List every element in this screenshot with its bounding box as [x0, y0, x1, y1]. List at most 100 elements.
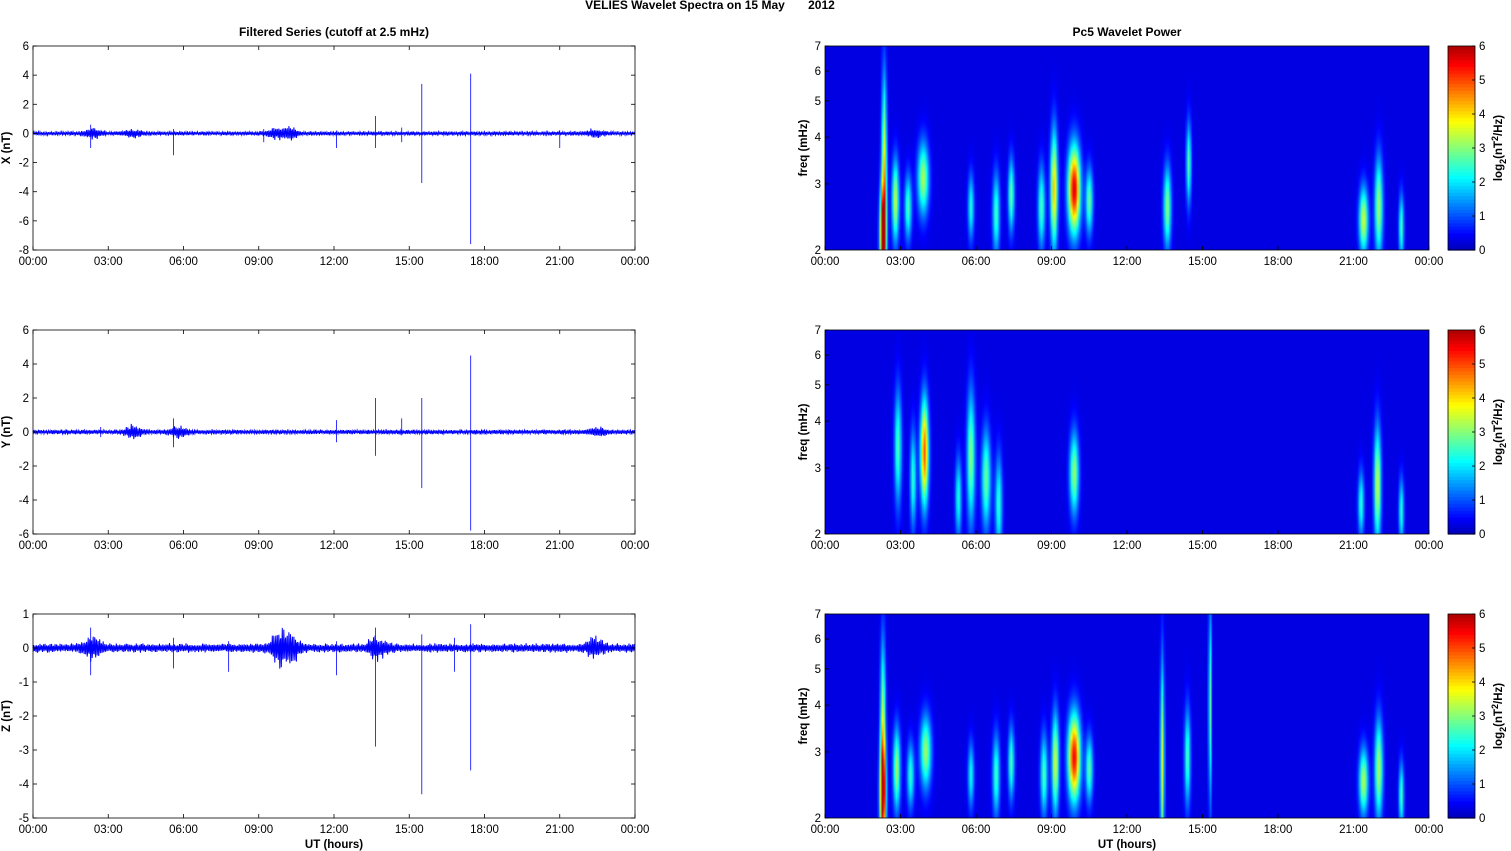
colorbar-segment [1448, 90, 1475, 95]
y-tick-label: 4 [23, 70, 30, 82]
y-tick-label: 2 [815, 245, 821, 257]
colorbar-segment [1448, 66, 1475, 71]
x-tick-label: 09:00 [1037, 256, 1066, 268]
y-tick-label: 6 [815, 634, 821, 646]
colorbar-label-part: /Hz) [1493, 399, 1505, 420]
x-tick-label: 00:00 [811, 540, 840, 552]
colorbar-label-part: log [1493, 448, 1505, 465]
colorbar-segment [1448, 462, 1475, 467]
colorbar-segment [1448, 517, 1475, 521]
colorbar-segment [1448, 175, 1475, 180]
colorbar-segment [1448, 695, 1475, 700]
colorbar-segment [1448, 614, 1475, 618]
x-axis-label: UT (hours) [305, 839, 363, 851]
colorbar-segment [1448, 709, 1475, 714]
colorbar-tick-label: 3 [1479, 143, 1485, 155]
y-tick-label: 4 [815, 700, 822, 712]
colorbar-label: log2(nT2/Hz) [1490, 399, 1508, 465]
colorbar-segment [1448, 137, 1475, 142]
colorbar-segment [1448, 86, 1475, 91]
x-tick-label: 00:00 [19, 256, 48, 268]
colorbar-segment [1448, 154, 1475, 159]
colorbar-segment [1448, 753, 1475, 758]
colorbar-segment [1448, 333, 1475, 338]
x-tick-label: 09:00 [1037, 824, 1066, 836]
right-column-title: Pc5 Wavelet Power [1073, 25, 1182, 39]
colorbar-segment [1448, 784, 1475, 788]
y-tick-label: -4 [19, 187, 30, 199]
colorbar-segment [1448, 801, 1475, 805]
colorbar-segment [1448, 641, 1475, 646]
y-tick-label: 0 [23, 128, 29, 140]
colorbar-segment [1448, 387, 1475, 392]
colorbar-label-part: 2 [1490, 420, 1500, 425]
colorbar-segment [1448, 69, 1475, 74]
x-tick-label: 18:00 [1264, 824, 1293, 836]
colorbar-tick-label: 4 [1479, 677, 1486, 689]
colorbar-segment [1448, 780, 1475, 785]
colorbar-segment [1448, 469, 1475, 474]
colorbar-segment [1448, 661, 1475, 666]
x-tick-label: 18:00 [470, 540, 499, 552]
colorbar-segment [1448, 767, 1475, 771]
y-tick-label: 4 [23, 359, 30, 371]
y-tick-label: 2 [23, 99, 29, 111]
colorbar-segment [1448, 432, 1475, 436]
colorbar-segment [1448, 374, 1475, 379]
wavelet-power-image [825, 330, 1429, 534]
colorbar-segment [1448, 233, 1475, 237]
colorbar-segment [1448, 716, 1475, 720]
y-tick-label: 6 [815, 66, 821, 78]
colorbar-segment [1448, 134, 1475, 139]
colorbar-segment [1448, 510, 1475, 515]
colorbar-segment [1448, 199, 1475, 203]
colorbar-segment [1448, 739, 1475, 744]
colorbar-label-part: log [1493, 164, 1505, 181]
colorbar-segment [1448, 246, 1475, 251]
series-panel-y: -6 -4 -2 0 2 4 6 00:00 03:00 06:00 09:00 12:00 15:00… [1, 325, 649, 552]
y-tick-label: 0 [23, 427, 29, 439]
colorbar-segment [1448, 131, 1475, 135]
colorbar-segment [1448, 496, 1475, 501]
colorbar-segment [1448, 330, 1475, 334]
colorbar-segment [1448, 654, 1475, 659]
x-tick-label: 09:00 [244, 540, 273, 552]
colorbar-tick-label: 4 [1479, 393, 1486, 405]
colorbar-segment [1448, 459, 1475, 464]
colorbar-segment [1448, 63, 1475, 67]
colorbar-segment [1448, 168, 1475, 173]
colorbar-segment [1448, 787, 1475, 792]
colorbar-segment [1448, 364, 1475, 368]
colorbar-segment [1448, 165, 1475, 169]
colorbar-segment [1448, 76, 1475, 81]
colorbar-segment [1448, 381, 1475, 385]
colorbar-segment [1448, 192, 1475, 197]
colorbar-segment [1448, 182, 1475, 186]
colorbar-segment [1448, 425, 1475, 430]
colorbar-segment [1448, 212, 1475, 217]
colorbar-segment [1448, 530, 1475, 535]
y-tick-label: -6 [19, 529, 29, 541]
colorbar-label-part: /Hz) [1493, 115, 1505, 136]
x-tick-label: 15:00 [395, 256, 424, 268]
colorbar-segment [1448, 421, 1475, 426]
series-line-y [32, 423, 636, 440]
colorbar-segment [1448, 360, 1475, 365]
colorbar-tick-label: 6 [1479, 325, 1485, 337]
y-tick-label: 4 [815, 132, 822, 144]
x-tick-label: 00:00 [621, 256, 650, 268]
colorbar-segment [1448, 161, 1475, 166]
colorbar-segment [1448, 814, 1475, 819]
colorbar-segment [1448, 398, 1475, 402]
x-tick-label: 21:00 [545, 256, 574, 268]
colorbar-segment [1448, 394, 1475, 399]
colorbar-segment [1448, 627, 1475, 632]
colorbar-segment [1448, 404, 1475, 409]
y-tick-label: -2 [19, 711, 29, 723]
x-tick-label: 15:00 [1188, 540, 1217, 552]
colorbar-segment [1448, 804, 1475, 809]
colorbar-segment [1448, 688, 1475, 693]
x-tick-label: 12:00 [1113, 824, 1142, 836]
